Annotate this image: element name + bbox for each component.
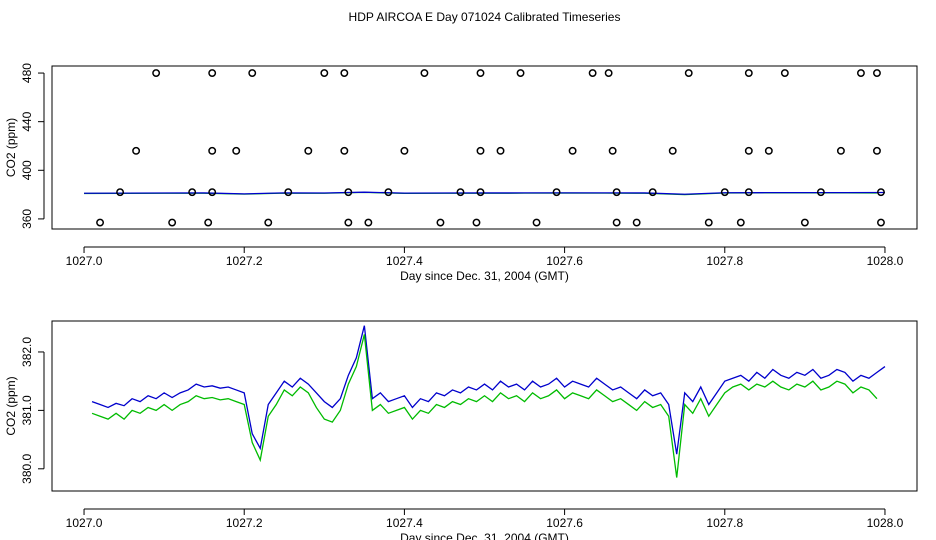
x-axis-label: Day since Dec. 31, 2004 (GMT) [400, 269, 569, 283]
x-tick-label: 1027.4 [386, 516, 423, 530]
data-point [344, 218, 353, 227]
data-point [208, 69, 217, 77]
y-tick-label: 380.0 [20, 453, 34, 483]
data-point [344, 188, 353, 197]
data-point [736, 218, 745, 227]
data-point [320, 69, 329, 77]
y-tick-label: 400 [20, 160, 34, 180]
data-point [744, 188, 753, 197]
data-point [816, 188, 825, 197]
data-point [704, 218, 713, 227]
data-point [340, 69, 349, 77]
data-point [472, 218, 481, 227]
data-point [516, 69, 525, 77]
data-point [248, 69, 257, 77]
data-point [780, 69, 789, 77]
data-point [568, 146, 577, 155]
data-line [91, 325, 886, 455]
data-point [612, 218, 621, 227]
data-point [612, 188, 621, 197]
x-tick-label: 1027.8 [706, 516, 743, 530]
x-tick-label: 1027.6 [546, 254, 583, 268]
data-point [668, 146, 677, 155]
data-point [384, 188, 393, 197]
data-point [588, 69, 597, 77]
chart-title: HDP AIRCOA E Day 071024 Calibrated Times… [349, 10, 621, 24]
data-point [132, 146, 141, 155]
data-point [604, 69, 613, 77]
data-point [152, 69, 161, 77]
data-point [208, 188, 217, 197]
y-tick-label: 382.0 [20, 337, 34, 367]
data-point [648, 188, 657, 197]
x-tick-label: 1027.2 [226, 516, 263, 530]
data-point [720, 188, 729, 197]
data-point [877, 188, 885, 197]
data-point [476, 188, 485, 197]
x-tick-label: 1027.0 [66, 516, 103, 530]
data-point [476, 146, 485, 155]
x-tick-label: 1027.4 [386, 254, 423, 268]
data-point [96, 218, 105, 227]
data-point [632, 218, 641, 227]
data-point [264, 218, 273, 227]
data-line [84, 191, 885, 195]
data-point [744, 146, 753, 155]
data-point [436, 218, 445, 227]
data-point [304, 146, 313, 155]
data-point [496, 146, 505, 155]
y-tick-label: 440 [20, 111, 34, 131]
y-tick-label: 381.0 [20, 395, 34, 425]
data-point [856, 69, 865, 77]
data-point [208, 146, 217, 155]
data-point [552, 188, 561, 197]
data-point [532, 218, 541, 227]
data-point [476, 69, 485, 77]
data-point [877, 218, 885, 227]
x-tick-label: 1027.2 [226, 254, 263, 268]
x-tick-label: 1028.0 [867, 254, 904, 268]
data-point [400, 146, 409, 155]
data-point [116, 188, 125, 197]
data-point [168, 218, 177, 227]
data-point [873, 69, 881, 77]
x-axis-label: Day since Dec. 31, 2004 (GMT) [400, 531, 569, 540]
x-tick-label: 1027.6 [546, 516, 583, 530]
data-point [204, 218, 213, 227]
plot-box [51, 320, 918, 492]
data-point [456, 188, 465, 197]
y-axis-label: CO2 (ppm) [4, 118, 18, 177]
data-point [420, 69, 429, 77]
y-axis-label: CO2 (ppm) [4, 376, 18, 435]
x-tick-label: 1027.8 [706, 254, 743, 268]
data-point [608, 146, 617, 155]
data-point [232, 146, 241, 155]
data-point [800, 218, 809, 227]
plot-box [51, 65, 918, 230]
data-point [364, 218, 373, 227]
data-point [836, 146, 845, 155]
data-point [744, 69, 753, 77]
x-tick-label: 1027.0 [66, 254, 103, 268]
y-tick-label: 480 [20, 63, 34, 83]
data-point [188, 188, 197, 197]
y-tick-label: 360 [20, 209, 34, 229]
data-point [764, 146, 773, 155]
data-line [91, 334, 878, 478]
x-tick-label: 1028.0 [867, 516, 904, 530]
data-point [284, 188, 293, 197]
data-point [873, 146, 881, 155]
data-point [340, 146, 349, 155]
data-point [684, 69, 693, 77]
